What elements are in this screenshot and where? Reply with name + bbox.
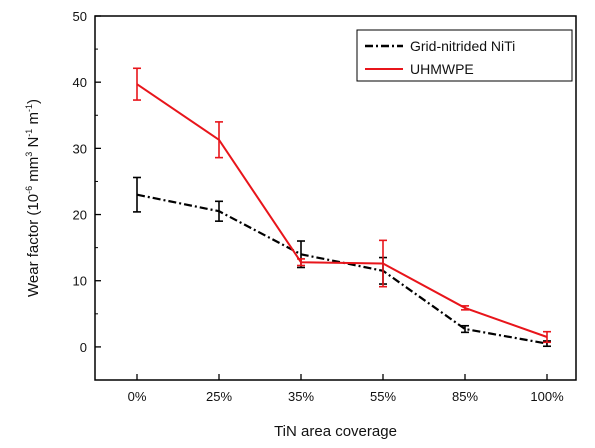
y-tick-label: 40 <box>73 75 87 90</box>
y-tick-label: 20 <box>73 208 87 223</box>
x-axis-title: TiN area coverage <box>274 423 397 440</box>
x-tick-label: 0% <box>128 389 147 404</box>
x-tick-label: 35% <box>288 389 314 404</box>
x-tick-label: 55% <box>370 389 396 404</box>
error-bar-uhmwpe <box>297 258 305 267</box>
x-tick-label: 25% <box>206 389 232 404</box>
series-line-grid-nitrided-niti <box>136 193 548 345</box>
error-bar-uhmwpe <box>215 121 223 159</box>
y-tick-label: 30 <box>73 141 87 156</box>
error-bar-grid-nitrided-niti <box>215 200 223 222</box>
plot-frame <box>94 15 577 381</box>
y-axis-ticks: 0 10 20 30 40 50 <box>73 9 101 381</box>
error-bar-grid-nitrided-niti <box>461 324 469 334</box>
legend-label-grid-nitrided-niti: Grid-nitrided NiTi <box>410 38 515 54</box>
x-tick-label: 85% <box>452 389 478 404</box>
legend: Grid-nitrided NiTi UHMWPE <box>356 29 573 82</box>
error-bar-uhmwpe <box>461 305 469 311</box>
error-bar-uhmwpe <box>133 67 141 101</box>
series-line-uhmwpe <box>136 83 548 338</box>
y-tick-label: 50 <box>73 9 87 24</box>
y-tick-label: 10 <box>73 274 87 289</box>
y-tick-label: 0 <box>80 340 87 355</box>
error-bar-uhmwpe <box>543 330 551 344</box>
error-bar-uhmwpe <box>379 239 387 288</box>
error-bar-grid-nitrided-niti <box>133 176 141 213</box>
series-layer <box>133 67 551 348</box>
y-axis-title: Wear factor (10-6 mm3 N-1 m-1) <box>24 99 42 297</box>
legend-box <box>356 29 573 82</box>
x-tick-label: 100% <box>530 389 564 404</box>
legend-label-uhmwpe: UHMWPE <box>410 61 474 77</box>
x-axis-ticks: 0% 25% 35% 55% 85% 100% <box>128 374 564 404</box>
